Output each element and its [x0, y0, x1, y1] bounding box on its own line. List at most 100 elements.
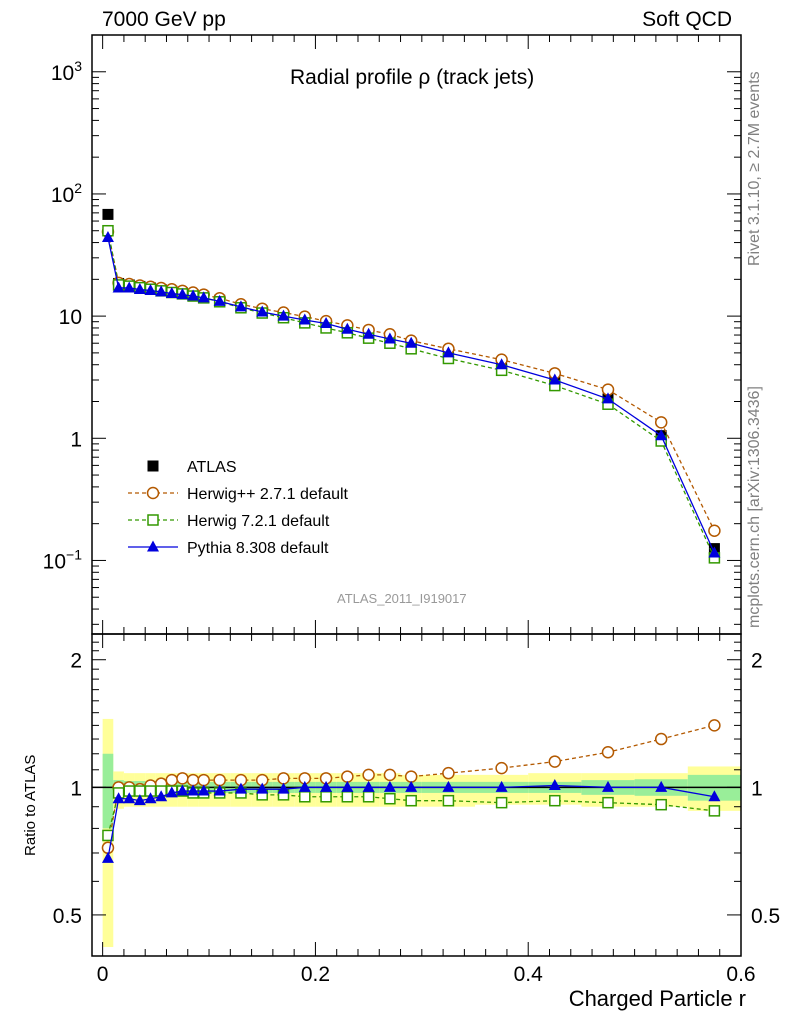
legend-label-atlas: ATLAS — [187, 459, 237, 476]
ratio-herwig-7-2-1-default-point — [495, 796, 508, 809]
ratio-pythia-8-308-default-point — [176, 784, 189, 796]
ratio-herwig-2-7-1-default-point — [277, 772, 290, 785]
ratio-pythia-8-308-default-point — [112, 792, 125, 804]
y-tick-label: 10−1 — [43, 546, 83, 573]
ratio-herwig-2-7-1-default-point — [404, 770, 418, 783]
x-tick-label: 0 — [97, 963, 109, 986]
ratio-herwig-2-7-1-default-point — [101, 841, 115, 855]
ratio-pythia-8-308-default-point — [213, 784, 226, 796]
legend-marker-atlas — [147, 460, 159, 472]
ratio-pythia-8-308-default-point — [442, 780, 455, 792]
analysis-label: ATLAS_2011_I919017 — [337, 591, 467, 606]
pythia-8-308-default-point — [362, 327, 375, 339]
ratio-herwig-2-7-1-default-point — [362, 768, 375, 782]
pythia-8-308-default-point — [176, 288, 189, 300]
pythia-8-308-default-point — [187, 289, 200, 301]
ratio-pythia-8-308-default-point — [405, 780, 418, 792]
pythia-8-308-default-point — [495, 358, 508, 370]
ratio-herwig-7-2-1-default-point — [362, 791, 375, 803]
ratio-herwig-7-2-1-default-point — [384, 792, 396, 805]
ratio-herwig-2-7-1-default-point — [165, 773, 179, 787]
ratio-pythia-8-308-default-point — [256, 782, 269, 794]
ratio-pythia-8-308-default-point — [165, 786, 178, 798]
ratio-herwig-7-2-1-default-point — [405, 794, 417, 807]
ratio-pythia-8-308-default-point — [383, 780, 396, 792]
ratio-herwig-7-2-1-default-point — [602, 796, 614, 809]
ratio-herwig-2-7-1-default-point — [548, 755, 562, 768]
herwig-7-2-1-default-line — [107, 230, 715, 559]
pythia-8-308-default-point — [708, 546, 721, 558]
rivet-label: Rivet 3.1.10, ≥ 2.7M events — [746, 71, 763, 266]
ratio-pythia-8-308-default-point — [320, 780, 333, 792]
ratio-herwig-2-7-1-default-point — [341, 770, 354, 783]
ratio-y-tick-label: 0.5 — [53, 905, 82, 928]
ratio-pythia-8-308-default-point — [298, 780, 311, 792]
ratio-y-tick-label: 2 — [70, 650, 82, 673]
pythia-8-308-default-point — [602, 392, 615, 404]
ratio-herwig-2-7-1-default-point — [186, 773, 200, 787]
pythia-8-308-default-point — [155, 285, 168, 297]
ratio-herwig-2-7-1-default-point — [197, 773, 210, 787]
ratio-herwig-7-2-1-default-point — [655, 798, 667, 811]
ratio-herwig-2-7-1-default-point — [601, 745, 615, 759]
pythia-8-308-default-point — [234, 300, 247, 312]
ratio-pythia-8-308-default-point — [133, 794, 146, 806]
pythia-8-308-default-point — [133, 283, 146, 295]
ratio-pythia-8-308-default-point — [655, 780, 668, 792]
ratio-herwig-2-7-1-default-line — [107, 724, 715, 848]
ratio-herwig-2-7-1-default-point — [708, 719, 721, 732]
ratio-pythia-8-308-default-point — [234, 782, 247, 794]
pythia-8-308-default-point — [277, 309, 290, 321]
y-tick-label: 1 — [70, 428, 82, 451]
pythia-8-308-default-point — [655, 429, 668, 441]
x-tick-label: 0.4 — [514, 963, 544, 986]
ratio-pythia-8-308-default-point — [341, 780, 354, 792]
energy-label: 7000 GeV pp — [102, 8, 226, 31]
ratio-herwig-7-2-1-default-point — [442, 794, 455, 807]
herwig-2-7-1-default-point — [654, 416, 668, 429]
pythia-8-308-default-point — [197, 291, 210, 303]
ratio-herwig-2-7-1-default-point — [654, 732, 668, 746]
pythia-8-308-default-point — [123, 281, 136, 293]
pythia-8-308-default-point — [298, 313, 311, 325]
y-tick-label: 10 — [59, 306, 82, 329]
legend-marker-pythia-8-308-default — [147, 540, 159, 552]
herwig-2-7-1-default-point — [708, 524, 721, 538]
pythia-8-308-default-point — [383, 332, 396, 344]
ratio-herwig-7-2-1-default-point — [299, 791, 311, 803]
pythia-8-308-default-point — [101, 231, 114, 243]
ratio-pythia-8-308-default-point — [548, 778, 561, 790]
pythia-8-308-default-point — [213, 294, 226, 306]
ratio-herwig-7-2-1-default-point — [320, 791, 332, 803]
plot-title: Radial profile ρ (track jets) — [290, 66, 535, 89]
pythia-8-308-default-line — [107, 237, 715, 554]
pythia-8-308-default-point — [144, 284, 157, 296]
source-label: mcplots.cern.ch [arXiv:1306.3436] — [746, 386, 763, 628]
pythia-8-308-default-point — [442, 346, 455, 358]
ratio-y-tick-label: 1 — [70, 777, 82, 800]
ratio-pythia-8-308-default-point — [144, 792, 157, 804]
ratio-herwig-7-2-1-default-point — [708, 805, 721, 817]
x-tick-label: 0.6 — [726, 963, 755, 986]
ratio-herwig-2-7-1-default-point — [495, 761, 508, 775]
ratio-pythia-8-308-default-point — [495, 780, 508, 792]
process-label: Soft QCD — [642, 8, 732, 31]
ratio-pythia-8-308-default-point — [101, 851, 114, 863]
ratio-y-tick-label-right: 1 — [751, 777, 763, 800]
pythia-8-308-default-point — [405, 336, 418, 348]
ratio-y-tick-label-right: 2 — [751, 650, 763, 673]
ratio-pythia-8-308-default-point — [277, 782, 290, 794]
ratio-pythia-8-308-default-point — [187, 784, 200, 796]
legend-marker-herwig-2-7-1-default — [146, 486, 160, 500]
legend-marker-herwig-7-2-1-default — [147, 514, 159, 526]
ratio-y-label: Ratio to ATLAS — [22, 754, 39, 856]
y-tick-label: 102 — [51, 180, 82, 207]
x-axis-label: Charged Particle r — [568, 986, 746, 1011]
pythia-8-308-default-point — [341, 322, 354, 334]
pythia-8-308-default-point — [165, 287, 178, 299]
ratio-pythia-8-308-default-point — [155, 790, 168, 802]
ratio-y-tick-label-right: 0.5 — [751, 905, 780, 928]
ratio-pythia-8-308-default-point — [362, 780, 375, 792]
